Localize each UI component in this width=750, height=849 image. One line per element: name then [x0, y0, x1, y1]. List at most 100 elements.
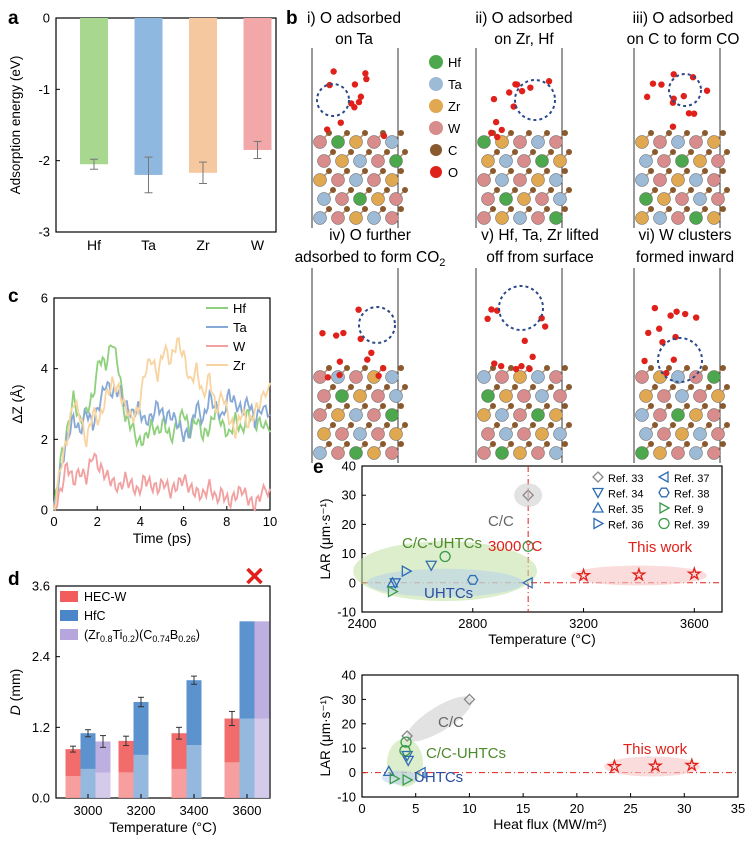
b-atom-oxygen	[488, 306, 495, 313]
c-frame	[53, 297, 271, 511]
b-atom-oxygen	[649, 80, 657, 87]
b-atom-oxygen	[663, 369, 670, 377]
legend-c-label: C	[448, 143, 457, 158]
c-xtick-label: 10	[263, 514, 277, 529]
d-legend-hecw-swatch	[60, 591, 78, 602]
b-atom	[553, 389, 567, 403]
b-atom	[707, 211, 721, 225]
b-atom-oxygen	[494, 133, 501, 141]
e2-xtick-label: 20	[570, 801, 584, 816]
b-atom	[693, 154, 707, 168]
b-atom	[702, 441, 708, 447]
b-atom	[331, 173, 345, 187]
a-ytick-label: 0	[43, 11, 50, 26]
b-atom-oxygen	[368, 349, 375, 357]
b-atom	[657, 192, 671, 206]
b-atom	[499, 389, 513, 403]
b-atom	[402, 149, 408, 155]
b-atom-oxygen	[364, 356, 371, 363]
b-atom	[702, 365, 708, 371]
b-atom	[495, 408, 509, 422]
b-atom	[711, 389, 725, 403]
a-ylabel: Adsorption energy (eV)	[8, 56, 23, 195]
b-atom	[512, 384, 518, 390]
e1-legend-marker	[657, 470, 669, 484]
b-atom	[366, 422, 372, 428]
b-atom	[652, 384, 658, 390]
b-atom	[371, 192, 385, 206]
b-atom-oxygen	[681, 310, 689, 318]
b-atom	[330, 149, 336, 155]
b-atom	[335, 154, 349, 168]
e1-legend-marker	[659, 501, 671, 515]
d-ylabel: D (mm)	[7, 669, 23, 716]
e-bottom-label-uhtcs: UHTCs	[414, 769, 463, 786]
e1-frame	[361, 465, 723, 613]
b-atom	[366, 149, 372, 155]
b-atom	[657, 389, 671, 403]
e1-legend-label: Ref. 33	[608, 473, 643, 485]
b-atom	[531, 370, 545, 384]
b-atom	[348, 422, 354, 428]
b-atom	[508, 168, 514, 174]
b-atom	[720, 130, 726, 136]
b-atom	[652, 187, 658, 193]
b-atom	[635, 370, 649, 384]
d-ytick-label: 1.2	[32, 720, 50, 735]
b-atom	[544, 403, 550, 409]
b-atom	[639, 427, 653, 441]
d-bar-shade	[80, 768, 96, 798]
b-atom-oxygen	[670, 95, 677, 102]
b-atom	[684, 168, 690, 174]
b-atom	[530, 422, 536, 428]
e-top-label-uhtcs: UHTCs	[424, 585, 473, 602]
b-atom	[666, 206, 672, 212]
e1-legend-label: Ref. 34	[608, 489, 643, 501]
b-snapshot-3	[633, 48, 730, 228]
b-atom	[313, 446, 327, 460]
e1-ytick-label: 20	[342, 517, 356, 532]
e2-point-this-work	[684, 757, 700, 772]
e1-point-ref-33	[522, 489, 535, 502]
b-atom	[702, 130, 708, 136]
e2-point-ref-37	[414, 766, 426, 779]
d-leg-a: (Zr	[84, 628, 100, 642]
d-legend-hfc-label: HfC	[84, 609, 106, 623]
chart-e-top: 2400 2800 3200 3600 -10 0 10 20 30 40 Ref. 33 Ref. …	[318, 459, 723, 647]
d-bar-shade	[254, 718, 270, 798]
b-atom-oxygen	[658, 81, 665, 88]
b-atom	[349, 135, 363, 149]
b-atom	[512, 422, 518, 428]
b-atom	[549, 211, 563, 225]
b-atom-oxygen	[645, 329, 652, 337]
b-atom	[313, 408, 327, 422]
b-atom	[398, 206, 404, 212]
b-atom	[385, 135, 399, 149]
d-ytick-label: 2.4	[32, 649, 50, 664]
b-atom	[367, 135, 381, 149]
b-atom	[512, 187, 518, 193]
b-atom-oxygen	[670, 71, 677, 78]
e2-uhtcs-region	[381, 770, 418, 785]
d-leg-s2: 0.2	[122, 634, 135, 644]
b-atom	[639, 389, 653, 403]
panel-letter-c: c	[8, 286, 19, 307]
c-series-hf	[53, 344, 271, 511]
b-atom	[384, 187, 390, 193]
caption-5-line1: v) Hf, Ta, Zr lifted	[481, 227, 599, 244]
d-xlabel: Temperature (°C)	[109, 819, 217, 835]
b-atom	[706, 384, 712, 390]
b-atom	[535, 389, 549, 403]
b-atom	[684, 403, 690, 409]
b-atom-oxygen	[656, 325, 663, 332]
c-ytick-label: 4	[41, 361, 48, 376]
b-atom	[648, 441, 654, 447]
d-category-label: 3000	[74, 803, 103, 818]
b-atom	[671, 211, 685, 225]
b-atom	[666, 441, 672, 447]
e1-point-ref-36	[401, 565, 413, 578]
panel-letter-d: d	[8, 569, 20, 590]
d-bar-shade	[118, 772, 134, 798]
b-atom-oxygen	[340, 329, 347, 337]
